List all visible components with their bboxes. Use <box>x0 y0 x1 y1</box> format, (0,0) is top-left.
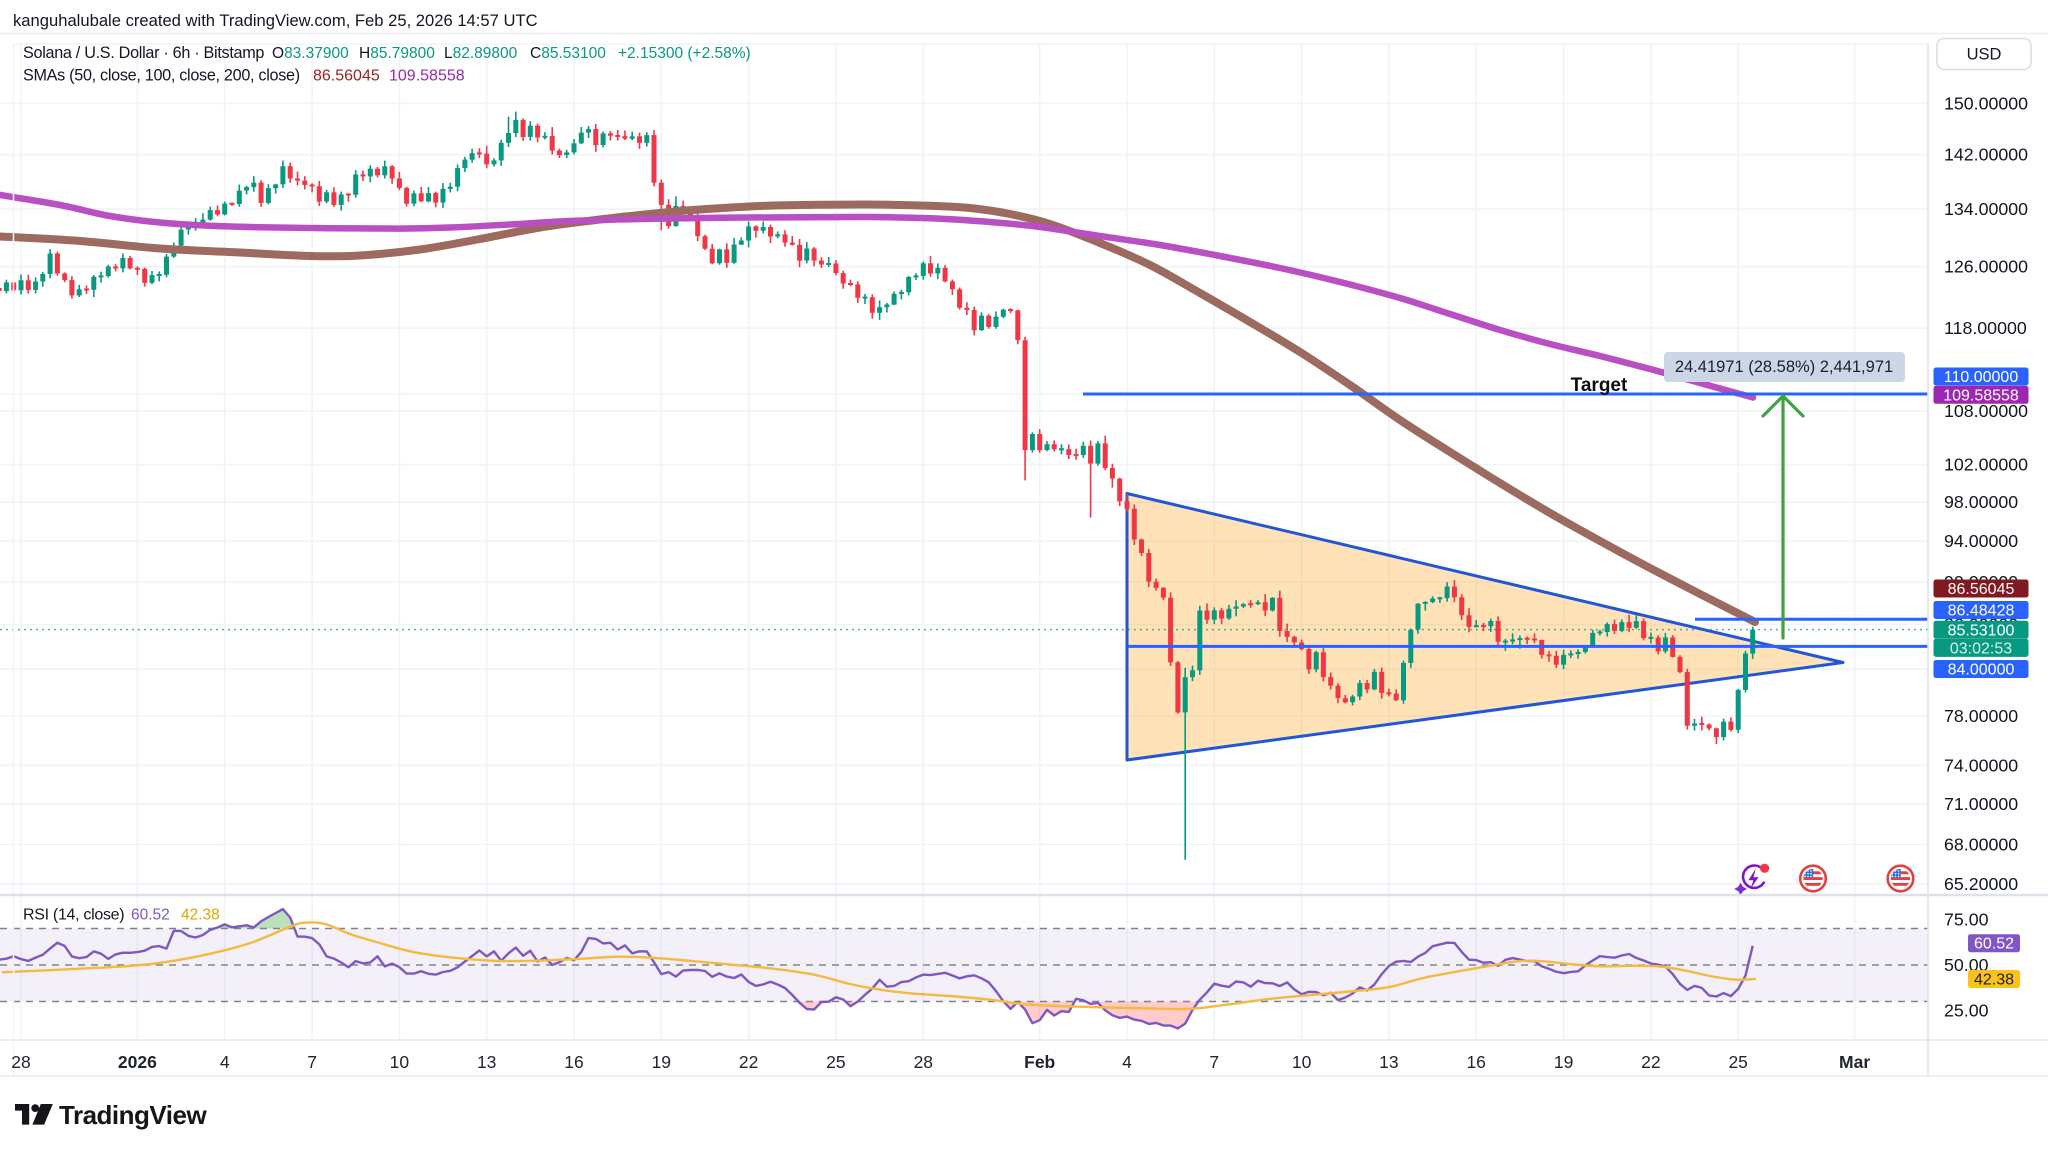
svg-text:28: 28 <box>914 1052 933 1072</box>
svg-text:13: 13 <box>477 1052 496 1072</box>
svg-text:H85.79800: H85.79800 <box>359 45 435 62</box>
svg-text:24.41971 (28.58%) 2,441,971: 24.41971 (28.58%) 2,441,971 <box>1675 358 1893 376</box>
svg-text:USD: USD <box>1967 46 2002 64</box>
svg-text:+2.15300 (+2.58%): +2.15300 (+2.58%) <box>618 45 751 62</box>
svg-text:110.00000: 110.00000 <box>1944 369 2019 386</box>
svg-text:134.00000: 134.00000 <box>1944 199 2028 219</box>
svg-text:SMAs (50, close, 100, close, 2: SMAs (50, close, 100, close, 200, close) <box>23 67 300 85</box>
svg-text:85.53100: 85.53100 <box>1948 622 2015 639</box>
svg-text:4: 4 <box>220 1052 230 1072</box>
svg-text:84.00000: 84.00000 <box>1948 662 2015 679</box>
svg-text:4: 4 <box>1122 1052 1132 1072</box>
svg-text:42.38: 42.38 <box>181 907 220 924</box>
svg-text:109.58558: 109.58558 <box>389 68 465 85</box>
svg-text:2026: 2026 <box>118 1052 157 1072</box>
svg-text:O83.37900: O83.37900 <box>272 45 349 62</box>
svg-text:7: 7 <box>1209 1052 1219 1072</box>
svg-text:Feb: Feb <box>1024 1052 1055 1072</box>
svg-text:Target: Target <box>1571 375 1628 396</box>
svg-text:10: 10 <box>1292 1052 1312 1072</box>
svg-text:kanguhalubale created with Tra: kanguhalubale created with TradingView.c… <box>13 11 538 30</box>
svg-text:25: 25 <box>1728 1052 1747 1072</box>
svg-text:10: 10 <box>390 1052 410 1072</box>
svg-text:60.52: 60.52 <box>131 907 170 924</box>
svg-text:22: 22 <box>1641 1052 1660 1072</box>
svg-text:28: 28 <box>11 1052 30 1072</box>
svg-text:86.56045: 86.56045 <box>313 68 380 85</box>
svg-text:Solana / U.S. Dollar · 6h · Bi: Solana / U.S. Dollar · 6h · Bitstamp <box>23 44 264 62</box>
svg-text:108.00000: 108.00000 <box>1944 401 2028 421</box>
svg-text:150.00000: 150.00000 <box>1944 93 2028 113</box>
svg-text:126.00000: 126.00000 <box>1944 257 2028 277</box>
svg-text:7: 7 <box>307 1052 317 1072</box>
svg-text:109.58558: 109.58558 <box>1943 387 2019 404</box>
svg-text:C85.53100: C85.53100 <box>530 45 606 62</box>
svg-text:TradingView: TradingView <box>59 1100 207 1130</box>
svg-text:Mar: Mar <box>1839 1052 1870 1072</box>
svg-text:13: 13 <box>1379 1052 1398 1072</box>
svg-text:03:02:53: 03:02:53 <box>1950 640 2012 657</box>
svg-text:22: 22 <box>739 1052 758 1072</box>
svg-text:86.56045: 86.56045 <box>1948 581 2015 598</box>
svg-text:25: 25 <box>826 1052 845 1072</box>
svg-text:94.00000: 94.00000 <box>1944 531 2018 551</box>
svg-text:102.00000: 102.00000 <box>1944 455 2028 475</box>
svg-text:71.00000: 71.00000 <box>1944 794 2018 814</box>
svg-text:118.00000: 118.00000 <box>1944 318 2027 338</box>
svg-text:98.00000: 98.00000 <box>1944 492 2018 512</box>
svg-text:68.00000: 68.00000 <box>1944 835 2018 855</box>
svg-text:60.52: 60.52 <box>1974 936 2014 953</box>
svg-text:142.00000: 142.00000 <box>1944 145 2028 165</box>
svg-text:25.00: 25.00 <box>1944 1001 1989 1021</box>
svg-text:RSI (14, close): RSI (14, close) <box>23 907 124 924</box>
svg-text:75.00: 75.00 <box>1944 909 1989 929</box>
svg-text:42.38: 42.38 <box>1974 972 2014 989</box>
svg-text:78.00000: 78.00000 <box>1944 706 2018 726</box>
svg-text:L82.89800: L82.89800 <box>444 45 518 62</box>
svg-text:19: 19 <box>1554 1052 1573 1072</box>
svg-text:19: 19 <box>652 1052 671 1072</box>
svg-text:65.20000: 65.20000 <box>1944 874 2018 894</box>
svg-text:86.48428: 86.48428 <box>1948 603 2015 620</box>
svg-text:74.00000: 74.00000 <box>1944 755 2018 775</box>
svg-text:16: 16 <box>1466 1052 1485 1072</box>
svg-text:16: 16 <box>564 1052 583 1072</box>
